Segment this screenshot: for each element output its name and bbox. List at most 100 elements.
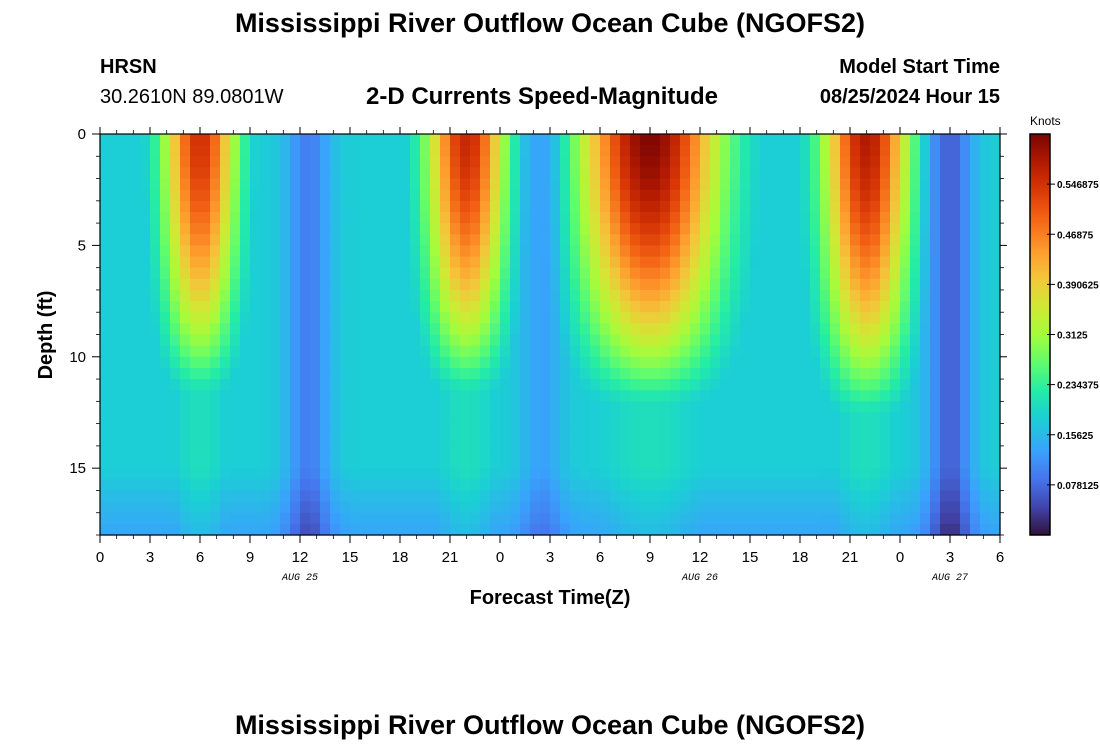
heatmap-cell bbox=[460, 412, 471, 425]
heatmap-cell bbox=[130, 423, 141, 436]
heatmap-cell bbox=[230, 468, 241, 480]
heatmap-cell bbox=[110, 501, 121, 514]
heatmap-cell bbox=[890, 256, 901, 269]
heatmap-cell bbox=[370, 245, 381, 258]
heatmap-cell bbox=[300, 479, 311, 492]
heatmap-cell bbox=[130, 390, 141, 402]
heatmap-cell bbox=[260, 167, 271, 180]
heatmap-cell bbox=[420, 211, 431, 224]
heatmap-cell bbox=[230, 445, 241, 458]
heatmap-cell bbox=[540, 356, 551, 369]
heatmap-cell bbox=[560, 134, 571, 146]
heatmap-cell bbox=[800, 445, 811, 458]
heatmap-cell bbox=[650, 512, 661, 525]
heatmap-cell bbox=[420, 523, 431, 536]
heatmap-cell bbox=[370, 211, 381, 224]
heatmap-cell bbox=[630, 445, 641, 458]
heatmap-cell bbox=[680, 523, 691, 536]
heatmap-cell bbox=[260, 356, 271, 369]
heatmap-cell bbox=[480, 267, 491, 280]
heatmap-cell bbox=[570, 512, 581, 525]
heatmap-cell bbox=[500, 367, 511, 380]
heatmap-cell bbox=[820, 356, 831, 369]
heatmap-cell bbox=[440, 289, 451, 302]
heatmap-cell bbox=[150, 356, 161, 369]
heatmap-cell bbox=[870, 490, 881, 503]
heatmap-cell bbox=[990, 278, 1001, 291]
heatmap-cell bbox=[440, 156, 451, 169]
heatmap-cell bbox=[730, 323, 741, 336]
heatmap-cell bbox=[390, 367, 401, 380]
heatmap-cell bbox=[950, 379, 961, 391]
heatmap-cell bbox=[240, 267, 251, 280]
heatmap-cell bbox=[380, 523, 391, 536]
heatmap-cell bbox=[560, 367, 571, 380]
heatmap-cell bbox=[260, 289, 271, 302]
heatmap-cell bbox=[280, 156, 291, 169]
heatmap-cell bbox=[680, 334, 691, 347]
heatmap-cell bbox=[700, 211, 711, 224]
heatmap-cell bbox=[430, 189, 441, 202]
heatmap-cell bbox=[210, 479, 221, 492]
heatmap-cell bbox=[710, 189, 721, 202]
heatmap-cell bbox=[780, 134, 791, 146]
heatmap-cell bbox=[360, 312, 371, 324]
heatmap-cell bbox=[590, 423, 601, 436]
heatmap-cell bbox=[500, 501, 511, 514]
heatmap-cell bbox=[530, 479, 541, 492]
heatmap-cell bbox=[760, 490, 771, 503]
heatmap-cell bbox=[440, 211, 451, 224]
heatmap-cell bbox=[990, 301, 1001, 313]
heatmap-cell bbox=[880, 200, 891, 213]
heatmap-cell bbox=[690, 256, 701, 269]
heatmap-cell bbox=[100, 468, 111, 480]
heatmap-cell bbox=[350, 457, 361, 469]
heatmap-cell bbox=[120, 234, 131, 246]
heatmap-cell bbox=[610, 156, 621, 169]
heatmap-cell bbox=[110, 178, 121, 191]
heatmap-cell bbox=[250, 234, 261, 246]
heatmap-cell bbox=[580, 189, 591, 202]
colorbar-title: Knots bbox=[1030, 114, 1061, 128]
heatmap-cell bbox=[210, 412, 221, 425]
heatmap-cell bbox=[750, 490, 761, 503]
heatmap-cell bbox=[370, 423, 381, 436]
heatmap-cell bbox=[870, 145, 881, 157]
heatmap-cell bbox=[930, 189, 941, 202]
heatmap-cell bbox=[530, 345, 541, 358]
heatmap-cell bbox=[820, 468, 831, 480]
heatmap-cell bbox=[910, 401, 921, 414]
heatmap-cell bbox=[950, 256, 961, 269]
x-tick-label: 9 bbox=[246, 549, 254, 566]
heatmap-cell bbox=[570, 256, 581, 269]
heatmap-cell bbox=[820, 167, 831, 180]
heatmap-cell bbox=[490, 457, 501, 469]
heatmap-cell bbox=[160, 445, 171, 458]
heatmap-cell bbox=[400, 289, 411, 302]
heatmap-cell bbox=[420, 278, 431, 291]
heatmap-cell bbox=[480, 367, 491, 380]
heatmap-cell bbox=[830, 434, 841, 447]
heatmap-cell bbox=[750, 523, 761, 536]
heatmap-cell bbox=[470, 312, 481, 324]
heatmap-cell bbox=[690, 312, 701, 324]
heatmap-cell bbox=[590, 301, 601, 313]
heatmap-cell bbox=[590, 379, 601, 391]
heatmap-cell bbox=[240, 189, 251, 202]
heatmap-cell bbox=[450, 323, 461, 336]
heatmap-cell bbox=[940, 234, 951, 246]
heatmap-cell bbox=[220, 490, 231, 503]
heatmap-cell bbox=[370, 167, 381, 180]
heatmap-cell bbox=[140, 200, 151, 213]
heatmap-cell bbox=[100, 434, 111, 447]
heatmap-cell bbox=[810, 356, 821, 369]
heatmap-cell bbox=[880, 134, 891, 146]
heatmap-cell bbox=[940, 356, 951, 369]
heatmap-cell bbox=[670, 145, 681, 157]
heatmap-cell bbox=[190, 167, 201, 180]
heatmap-cell bbox=[110, 256, 121, 269]
heatmap-cell bbox=[870, 234, 881, 246]
heatmap-cell bbox=[340, 278, 351, 291]
heatmap-cell bbox=[440, 423, 451, 436]
